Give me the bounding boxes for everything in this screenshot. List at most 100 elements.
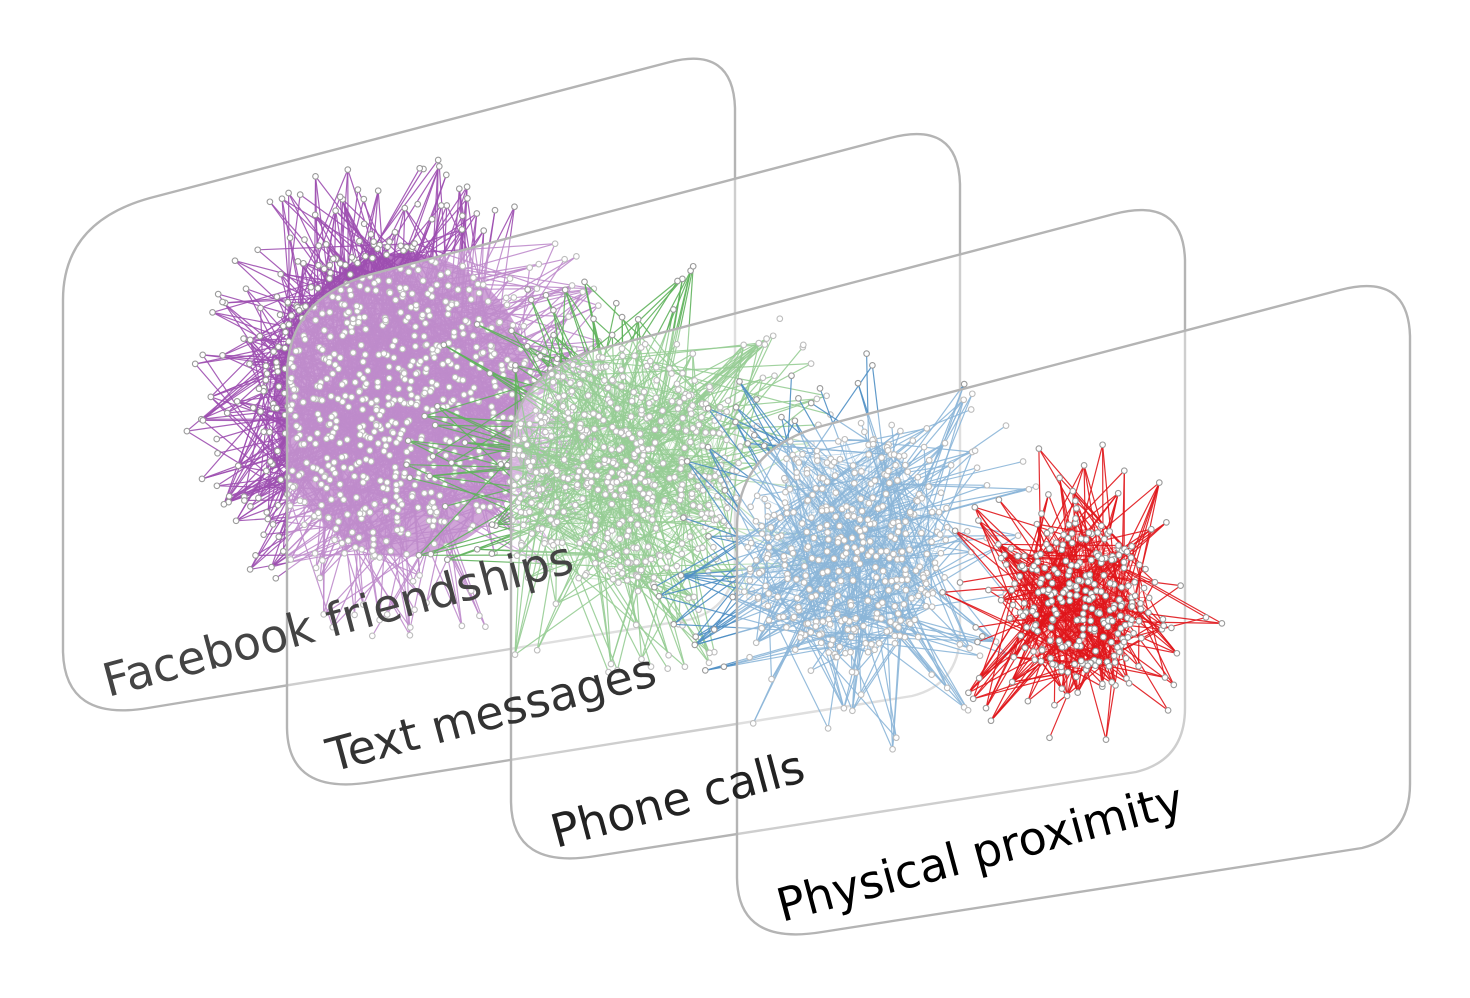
network-node — [274, 447, 281, 455]
network-node — [612, 299, 620, 307]
network-edge — [289, 237, 330, 426]
network-node — [701, 667, 709, 674]
network-node — [618, 313, 626, 321]
network-edge — [295, 350, 374, 557]
network-node — [263, 509, 271, 516]
network-node — [542, 291, 550, 299]
network-node — [503, 461, 511, 469]
network-node — [374, 440, 382, 447]
network-edge — [265, 379, 353, 533]
network-node — [459, 212, 466, 220]
network-node — [431, 421, 439, 429]
network-node — [434, 156, 442, 164]
network-node — [427, 550, 435, 558]
network-node — [705, 532, 712, 540]
network-node — [381, 497, 389, 505]
network-node — [486, 370, 494, 377]
network-node — [512, 362, 519, 369]
network-node — [288, 312, 295, 319]
network-node — [360, 195, 368, 203]
network-node — [403, 461, 410, 469]
network-node — [473, 210, 481, 217]
network-node — [720, 663, 728, 671]
network-node — [213, 435, 221, 443]
network-node — [255, 494, 262, 502]
network-node — [351, 378, 359, 386]
network-node — [356, 237, 363, 245]
network-edge — [306, 363, 525, 464]
network-node — [960, 380, 968, 388]
network-node — [401, 204, 409, 212]
network-node — [272, 574, 280, 582]
network-node — [736, 378, 743, 385]
network-node — [232, 517, 240, 525]
network-node — [397, 242, 405, 250]
network-node — [273, 293, 281, 301]
network-node — [374, 187, 382, 195]
network-node — [488, 521, 496, 528]
network-node — [680, 514, 687, 522]
network-node — [385, 363, 393, 371]
network-node — [214, 449, 221, 457]
network-node — [807, 399, 815, 407]
network-node — [382, 537, 390, 545]
network-edge — [411, 248, 514, 442]
network-node — [683, 457, 691, 465]
network-edge — [200, 418, 349, 542]
network-node — [389, 503, 397, 511]
network-node — [266, 428, 273, 436]
network-node — [326, 308, 334, 316]
network-edge — [265, 431, 271, 472]
network-node — [407, 377, 415, 385]
network-edge — [221, 301, 390, 440]
network-edge — [298, 346, 441, 429]
network-node — [279, 547, 287, 555]
network-node — [312, 173, 319, 180]
network-edge — [300, 443, 411, 636]
network-node — [273, 359, 280, 366]
network-node — [262, 362, 270, 370]
network-node — [336, 260, 344, 267]
network-edge — [319, 294, 352, 579]
network-node — [214, 290, 222, 298]
network-node — [233, 398, 241, 405]
network-node — [327, 333, 334, 340]
network-edge — [342, 198, 408, 423]
network-node — [434, 402, 441, 410]
network-node — [252, 552, 259, 559]
network-edge — [201, 410, 262, 480]
network-node — [504, 356, 511, 364]
network-node — [370, 238, 377, 245]
network-node — [270, 348, 277, 355]
network-edge — [259, 307, 265, 392]
network-node — [437, 271, 445, 279]
network-edge — [210, 396, 356, 549]
network-node — [753, 396, 760, 403]
network-edge — [359, 373, 465, 503]
network-node — [464, 195, 471, 202]
network-node — [406, 474, 414, 482]
network-node — [264, 515, 272, 523]
network-node — [816, 385, 824, 392]
network-node — [353, 494, 360, 501]
network-node — [760, 442, 768, 450]
network-edge — [339, 321, 360, 444]
network-node — [416, 164, 424, 172]
network-node — [255, 385, 263, 393]
network-node — [704, 443, 712, 451]
network-node — [284, 298, 292, 306]
network-node — [461, 439, 469, 446]
network-node — [677, 572, 685, 579]
network-node — [285, 189, 292, 197]
network-edge — [358, 439, 474, 538]
network-node — [550, 331, 557, 339]
network-node — [301, 236, 308, 243]
network-node — [670, 620, 678, 628]
network-edge — [284, 403, 410, 434]
network-node — [191, 360, 199, 368]
network-node — [275, 533, 283, 541]
network-edge — [351, 396, 447, 441]
network-node — [219, 298, 226, 306]
network-node — [463, 183, 471, 191]
